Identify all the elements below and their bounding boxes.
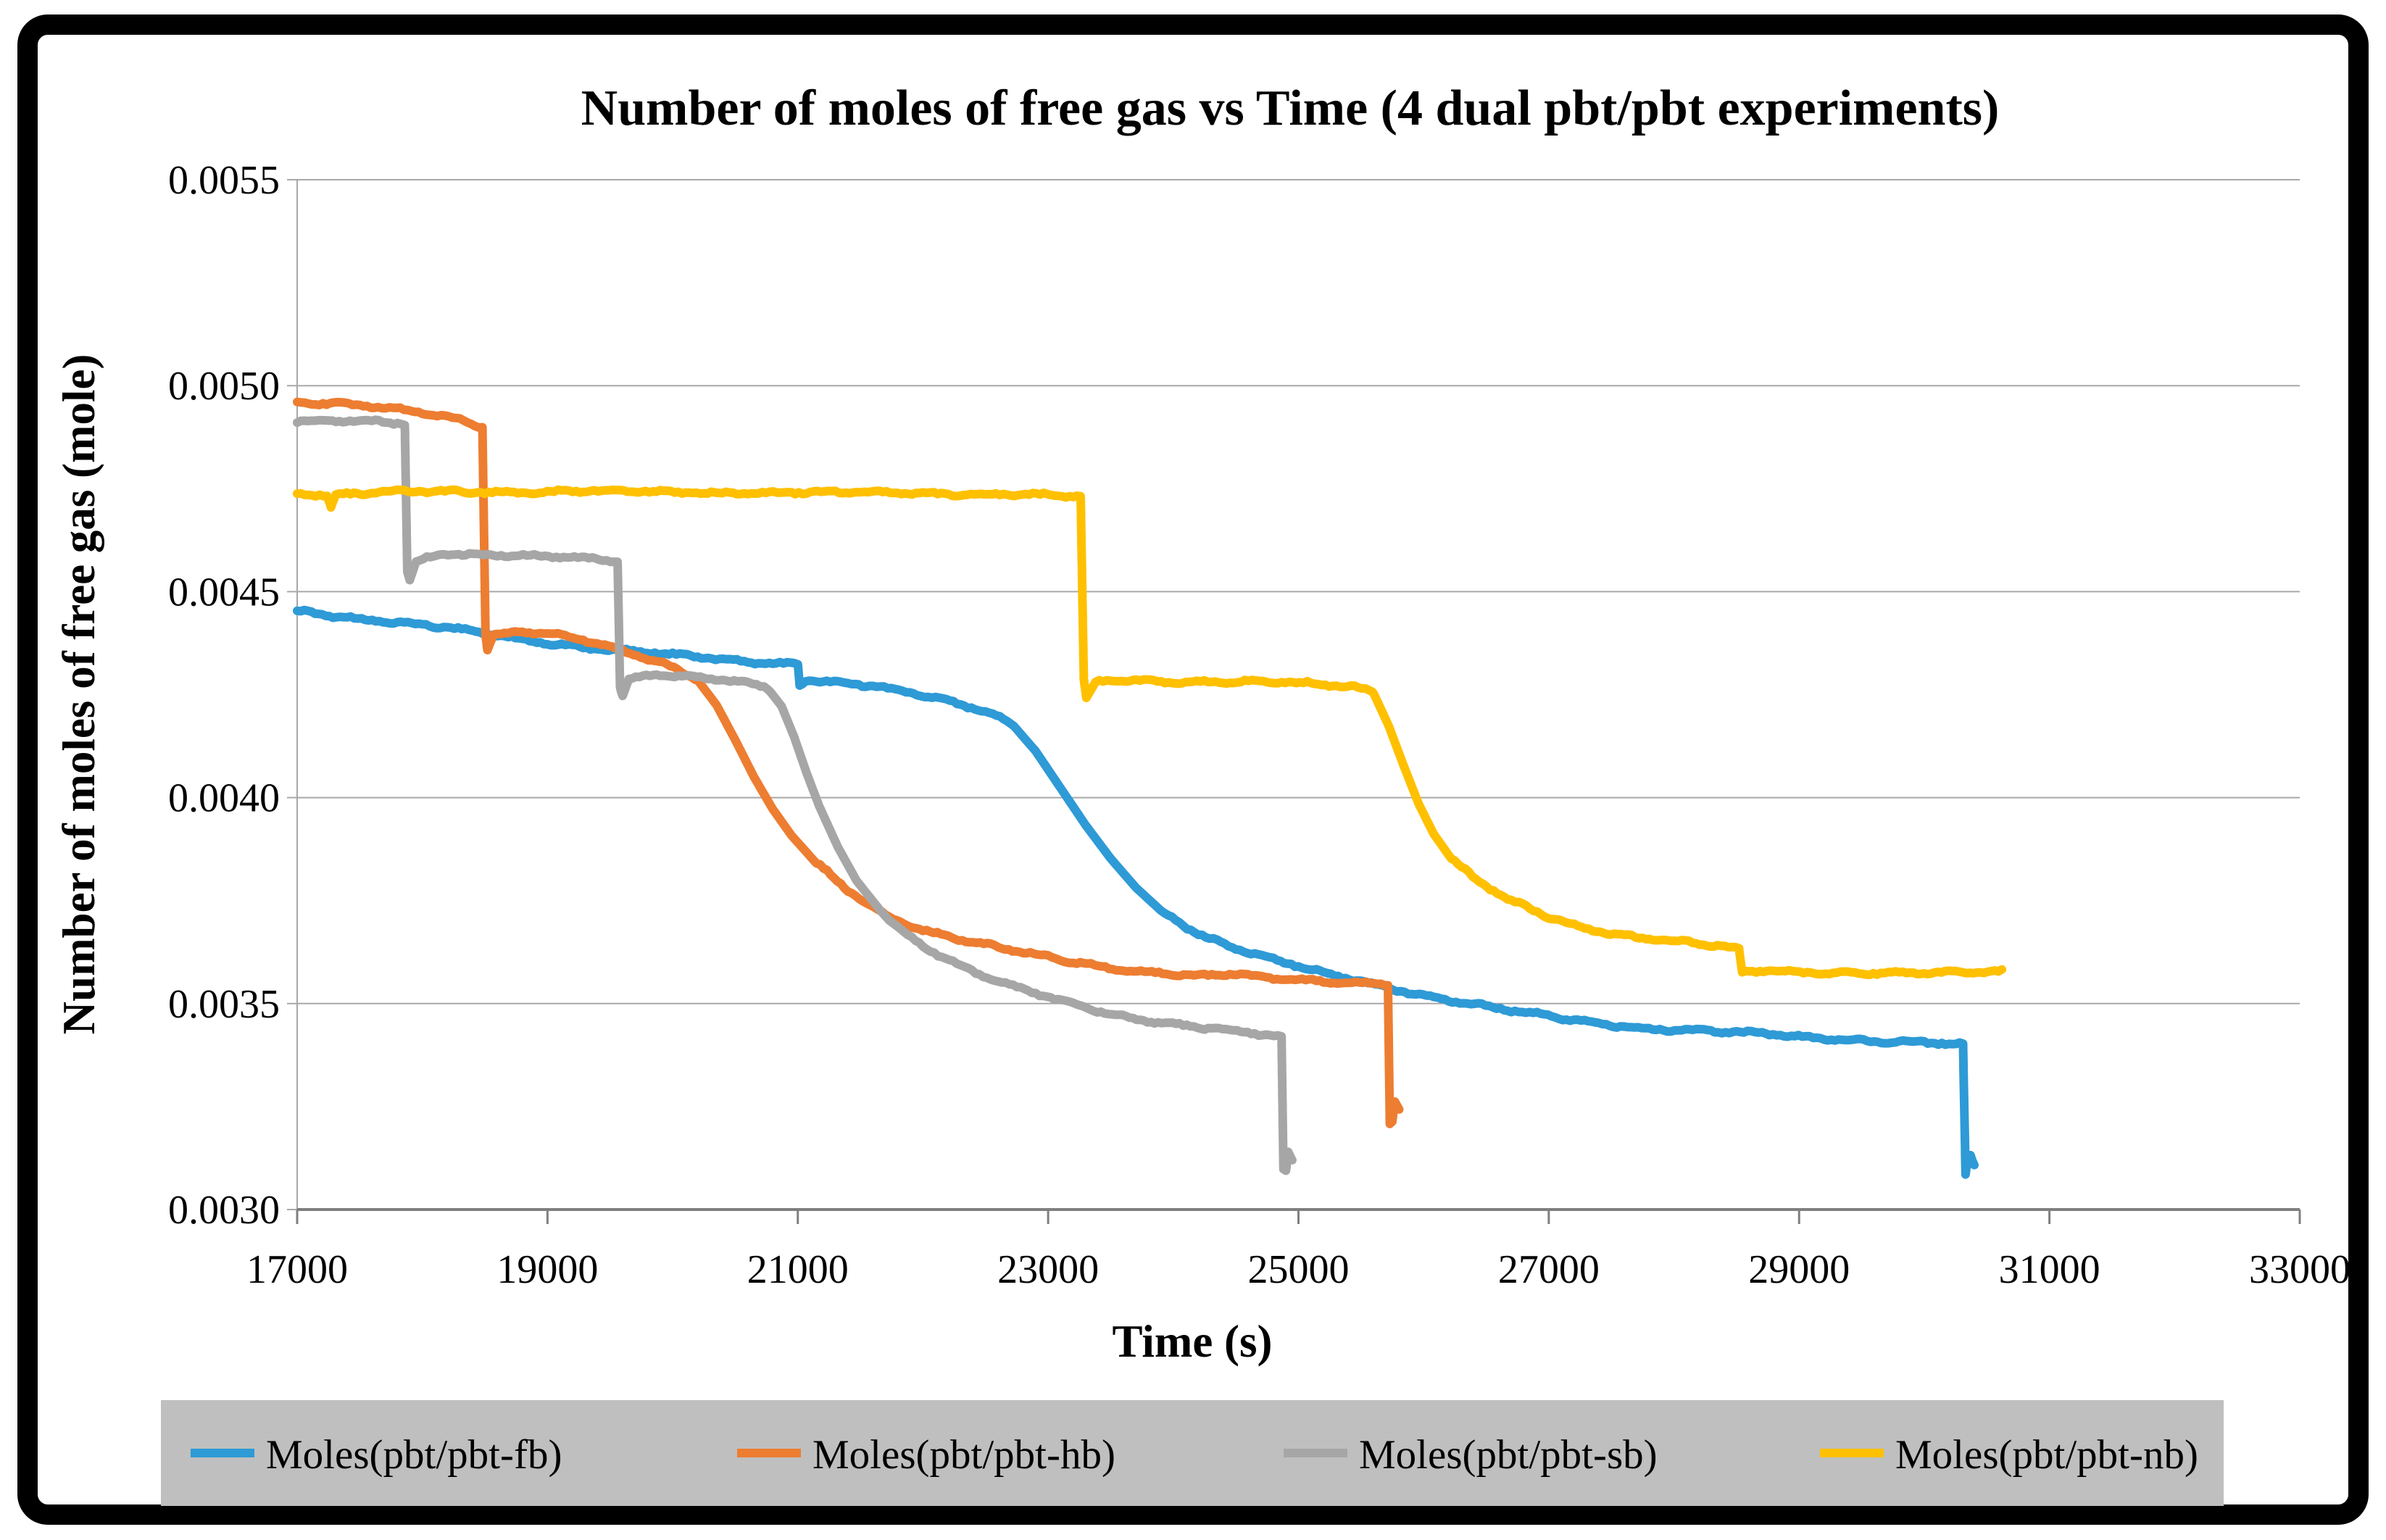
axes (287, 179, 2301, 1224)
series-line-1 (293, 605, 1979, 1179)
y-tick-label: 0.0045 (168, 570, 280, 615)
x-tick-label: 29000 (1748, 1247, 1850, 1292)
tick-labels: 0.0030 0.0035 0.0040 0.0045 0.0050 0.0055 1700… (168, 158, 2350, 1292)
x-tick-label: 17000 (246, 1247, 348, 1292)
series-line-4 (293, 485, 2006, 980)
legend-item[interactable]: Moles(pbt/pbt-sb) (1284, 1432, 1658, 1478)
x-tick-label: 33000 (2249, 1247, 2350, 1292)
legend-item[interactable]: Moles(pbt/pbt-nb) (1820, 1432, 2198, 1478)
series-lines (293, 397, 2006, 1179)
series-line-2 (293, 397, 1404, 1128)
x-axis-title: Time (s) (1112, 1316, 1272, 1367)
x-tick-label: 23000 (997, 1247, 1099, 1292)
legend-label: Moles(pbt/pbt-sb) (1359, 1432, 1658, 1478)
series-line-3 (293, 415, 1297, 1175)
x-tick-label: 25000 (1248, 1247, 1350, 1292)
y-tick-label: 0.0050 (168, 364, 280, 409)
legend-label: Moles(pbt/pbt-nb) (1895, 1432, 2198, 1478)
x-tick-label: 19000 (496, 1247, 598, 1292)
legend-label: Moles(pbt/pbt-fb) (266, 1432, 562, 1478)
figure-border (17, 14, 2369, 1525)
y-tick-label: 0.0040 (168, 776, 280, 821)
y-tick-label: 0.0030 (168, 1188, 280, 1233)
x-tick-label: 31000 (1999, 1247, 2100, 1292)
y-tick-label: 0.0035 (168, 982, 280, 1027)
y-tick-label: 0.0055 (168, 158, 280, 203)
legend-item[interactable]: Moles(pbt/pbt-hb) (737, 1432, 1115, 1478)
legend: Moles(pbt/pbt-fb) Moles(pbt/pbt-hb) Moles(… (161, 1400, 2224, 1506)
legend-item[interactable]: Moles(pbt/pbt-fb) (191, 1432, 562, 1478)
x-tick-label: 21000 (747, 1247, 849, 1292)
chart-title: Number of moles of free gas vs Time (4 d… (581, 80, 2000, 136)
legend-label: Moles(pbt/pbt-hb) (812, 1432, 1115, 1478)
y-axis-title: Number of moles of free gas (mole) (54, 354, 104, 1035)
x-tick-label: 27000 (1498, 1247, 1600, 1292)
gridlines (297, 179, 2300, 1004)
